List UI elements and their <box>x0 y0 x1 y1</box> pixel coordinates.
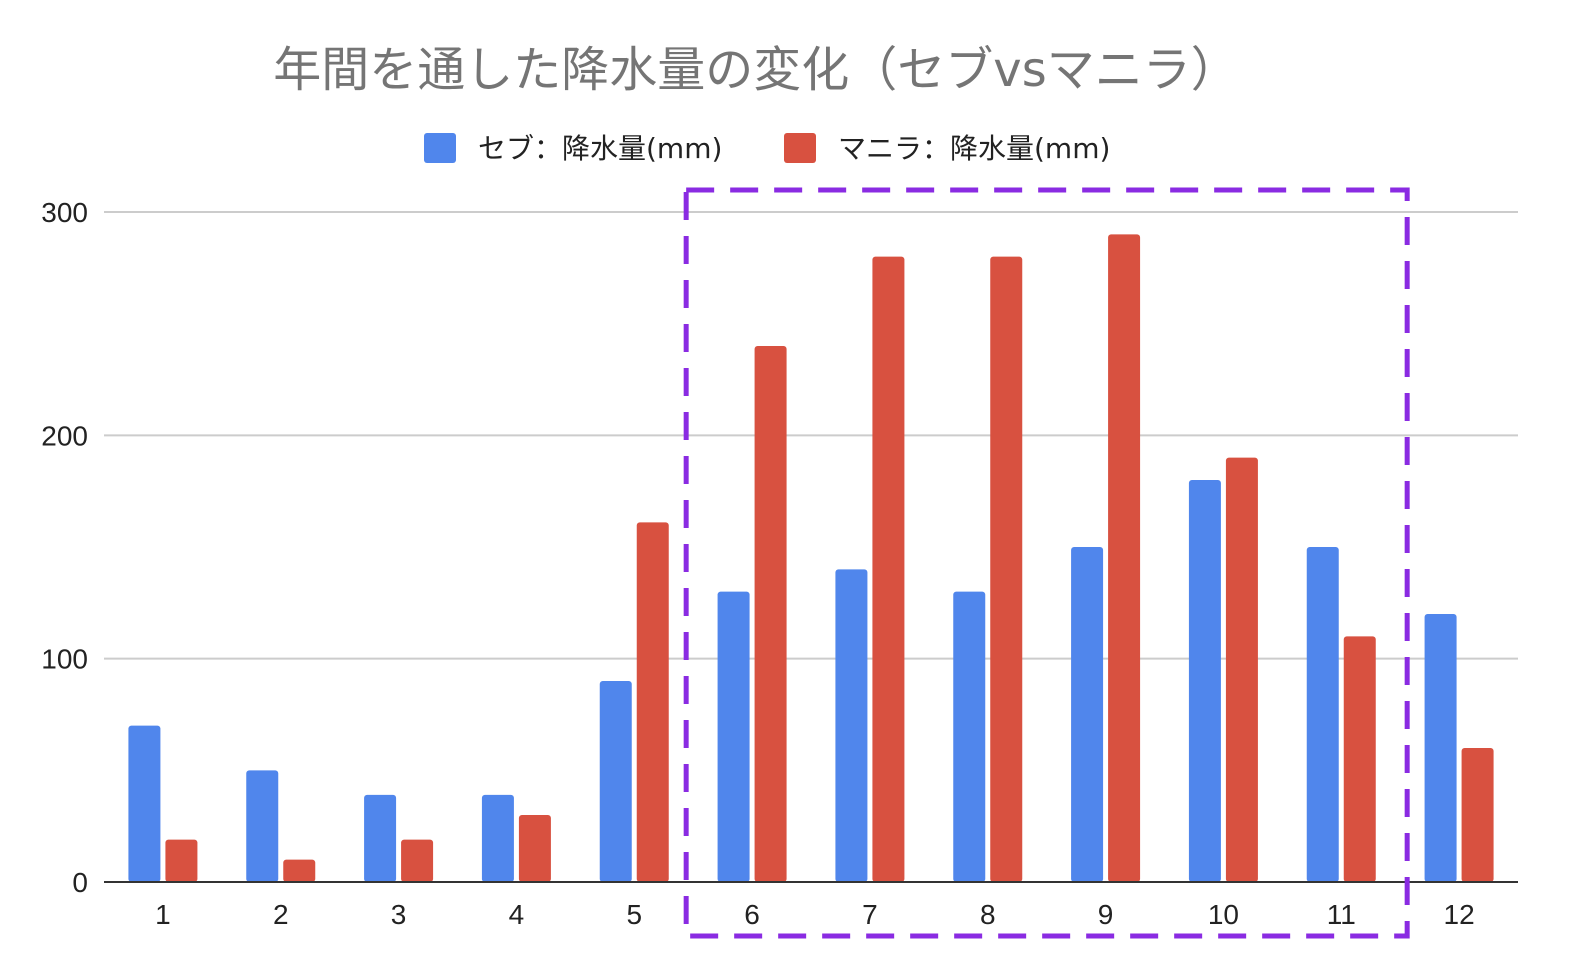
x-tick-label: 12 <box>1444 899 1475 930</box>
bar-manila-1 <box>165 839 198 882</box>
legend-label-cebu: セブ：降水量(mm) <box>478 132 722 165</box>
legend-item-cebu: セブ：降水量(mm) <box>424 132 722 165</box>
bar-cebu-8 <box>953 591 986 882</box>
legend-swatch-manila <box>784 133 816 163</box>
legend: セブ：降水量(mm) マニラ：降水量(mm) <box>424 132 1110 165</box>
bar-manila-8 <box>990 256 1023 883</box>
bar-cebu-1 <box>128 725 161 882</box>
bar-cebu-6 <box>717 591 750 882</box>
bar-manila-3 <box>401 839 434 882</box>
y-tick-label: 0 <box>72 867 88 898</box>
bar-manila-9 <box>1108 234 1141 883</box>
bar-cebu-5 <box>599 681 632 882</box>
bar-manila-11 <box>1343 636 1376 882</box>
x-axis-ticks: 1 2 3 4 5 6 7 8 9 10 11 12 <box>155 899 1475 930</box>
bar-cebu-7 <box>835 569 868 882</box>
bar-cebu-3 <box>364 794 397 882</box>
y-axis-ticks: 0 100 200 300 <box>41 197 88 898</box>
x-tick-label: 6 <box>744 899 760 930</box>
x-tick-label: 9 <box>1098 899 1114 930</box>
bars <box>128 234 1494 883</box>
bar-manila-6 <box>754 346 787 882</box>
bar-manila-5 <box>636 522 669 882</box>
grid-lines <box>104 211 1518 660</box>
bar-manila-7 <box>872 256 905 883</box>
highlight-box <box>683 187 1410 939</box>
x-tick-label: 3 <box>391 899 407 930</box>
bar-manila-12 <box>1461 748 1494 882</box>
x-tick-label: 7 <box>862 899 878 930</box>
chart-title: 年間を通した降水量の変化（セブvsマニラ） <box>273 42 1238 98</box>
bar-cebu-10 <box>1188 480 1221 882</box>
bar-cebu-9 <box>1071 547 1104 882</box>
y-tick-label: 100 <box>41 644 88 675</box>
y-tick-label: 300 <box>41 197 88 228</box>
x-tick-label: 5 <box>626 899 642 930</box>
legend-label-manila: マニラ：降水量(mm) <box>838 132 1110 165</box>
legend-swatch-cebu <box>424 133 456 163</box>
x-tick-label: 11 <box>1327 899 1356 930</box>
y-tick-label: 200 <box>41 420 88 451</box>
x-tick-label: 2 <box>273 899 289 930</box>
bar-manila-10 <box>1225 457 1258 882</box>
bar-cebu-4 <box>481 794 514 882</box>
bar-manila-2 <box>283 859 316 882</box>
bar-cebu-11 <box>1306 547 1339 882</box>
bar-cebu-2 <box>246 770 279 882</box>
bar-manila-4 <box>518 815 551 882</box>
legend-item-manila: マニラ：降水量(mm) <box>784 132 1110 165</box>
x-tick-label: 4 <box>509 899 525 930</box>
x-tick-label: 1 <box>155 899 171 930</box>
bar-cebu-12 <box>1424 614 1457 882</box>
x-tick-label: 8 <box>980 899 996 930</box>
x-tick-label: 10 <box>1208 899 1239 930</box>
